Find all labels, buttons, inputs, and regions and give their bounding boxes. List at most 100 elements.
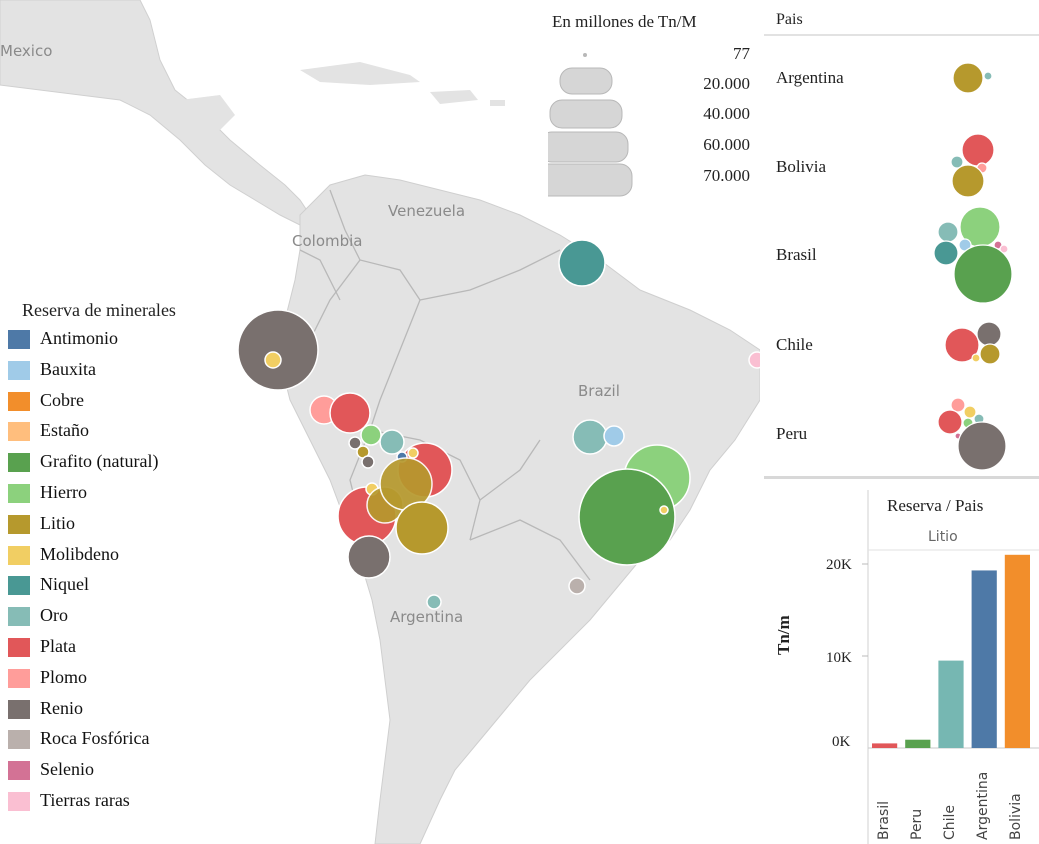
legend-swatch xyxy=(8,545,30,565)
legend-item-roca-fosfórica[interactable]: Roca Fosfórica xyxy=(8,728,233,750)
legend-item-selenio[interactable]: Selenio xyxy=(8,759,233,781)
legend-item-plata[interactable]: Plata xyxy=(8,636,233,658)
size-legend-title: En millones de Tn/M xyxy=(552,12,697,31)
size-legend-shape-20000 xyxy=(559,67,613,95)
legend-item-tierras-raras[interactable]: Tierras raras xyxy=(8,790,233,812)
legend-swatch xyxy=(8,730,30,750)
bar-bolivia[interactable] xyxy=(1004,554,1030,748)
legend-label: Hierro xyxy=(40,482,87,502)
legend-label: Bauxita xyxy=(40,358,96,379)
bubble-molibdeno-peru-north[interactable] xyxy=(264,351,282,369)
legend-item-plomo[interactable]: Plomo xyxy=(8,667,233,689)
bar-chart-ytick-10k: 10K xyxy=(826,650,852,666)
legend-swatch xyxy=(8,638,30,657)
pais-bubble-peru-plata[interactable] xyxy=(937,409,963,435)
legend-item-antimonio[interactable]: Antimonio xyxy=(8,328,233,350)
yucatan xyxy=(180,95,235,130)
pais-bubble-bolivia-oro[interactable] xyxy=(950,155,964,169)
bubble-oro-brazil[interactable] xyxy=(572,419,608,455)
map-label-colombia: Colombia xyxy=(292,232,363,250)
bubble-renio-small-1[interactable] xyxy=(348,436,362,450)
pais-bubble-bolivia-plata[interactable] xyxy=(961,133,995,167)
map-label-mexico: Mexico xyxy=(0,42,53,60)
pais-bubble-brasil-oro[interactable] xyxy=(937,221,959,243)
legend-label: Cobre xyxy=(40,389,84,410)
puerto-rico xyxy=(490,100,505,106)
bubble-plata-peru[interactable] xyxy=(329,392,371,434)
legend-item-cobre[interactable]: Cobre xyxy=(8,390,233,412)
map-label-argentina: Argentina xyxy=(390,608,464,626)
bubble-litio-argentina[interactable] xyxy=(395,501,449,555)
legend-swatch xyxy=(8,422,30,442)
pais-label-bolivia: Bolivia xyxy=(776,157,827,176)
bubble-renio-chile[interactable] xyxy=(347,535,391,579)
bar-chart-xlabel-chile: Chile xyxy=(942,804,958,840)
size-legend-value-77: 77 xyxy=(733,44,750,63)
legend-swatch xyxy=(8,391,30,411)
mineral-legend: Reserva de minerales Antimonio Bauxita Cob… xyxy=(0,296,235,816)
legend-item-molibdeno[interactable]: Molibdeno xyxy=(8,544,233,566)
pais-bubble-peru-renio[interactable] xyxy=(957,421,1007,471)
legend-item-estaño[interactable]: Estaño xyxy=(8,420,233,442)
legend-item-oro[interactable]: Oro xyxy=(8,605,233,627)
legend-item-hierro[interactable]: Hierro xyxy=(8,482,233,504)
legend-label: Roca Fosfórica xyxy=(40,728,150,749)
bubble-molibdeno-bolivia[interactable] xyxy=(407,447,419,459)
bar-chart-xlabel-brasil: Brasil xyxy=(875,800,892,840)
pais-bubble-argentina-oro[interactable] xyxy=(983,71,993,81)
bubble-molibdeno-brazil[interactable] xyxy=(659,505,669,515)
legend-swatch xyxy=(8,699,30,719)
size-legend-value-40000: 40.000 xyxy=(703,104,750,123)
legend-swatch xyxy=(8,330,30,349)
legend-swatch xyxy=(8,607,30,627)
bubble-renio-small-2[interactable] xyxy=(361,455,375,469)
legend-item-grafito-natural[interactable]: Grafito (natural) xyxy=(8,451,233,473)
mineral-map[interactable]: Mexico Venezuela Colombia Brazil Argenti… xyxy=(0,0,760,844)
bubble-bauxita-brazil[interactable] xyxy=(603,425,625,447)
legend-item-niquel[interactable]: Niquel xyxy=(8,574,233,596)
bar-argentina[interactable] xyxy=(971,570,997,748)
bubble-tierras-raras-brazil-east[interactable] xyxy=(748,351,760,369)
bubble-niquel-brazil-north[interactable] xyxy=(558,239,606,287)
bubble-oro-argentina[interactable] xyxy=(426,594,442,610)
legend-label: Tierras raras xyxy=(40,790,130,810)
legend-item-bauxita[interactable]: Bauxita xyxy=(8,359,233,381)
size-legend-shape-70000 xyxy=(548,163,633,197)
size-legend-shapes xyxy=(548,53,633,197)
size-legend-value-60000: 60.000 xyxy=(703,135,750,154)
pais-panel: Pais Argentina Bolivia Brasil Chile Peru xyxy=(764,0,1039,478)
pais-bubble-chile-plata[interactable] xyxy=(944,327,980,363)
bar-peru[interactable] xyxy=(905,739,931,748)
pais-bubble-chile-litio[interactable] xyxy=(979,343,1001,365)
pais-bubble-bolivia-litio[interactable] xyxy=(951,164,985,198)
legend-label: Estaño xyxy=(40,420,89,441)
pais-bubble-chile-renio[interactable] xyxy=(976,321,1002,347)
pais-label-argentina: Argentina xyxy=(776,68,844,87)
pais-bubble-brasil-grafito[interactable] xyxy=(953,244,1013,304)
bar-brasil[interactable] xyxy=(872,743,898,748)
bar-chile[interactable] xyxy=(938,660,964,748)
pais-bubble-argentina-litio[interactable] xyxy=(952,62,984,94)
bubble-oro-peru[interactable] xyxy=(379,429,405,455)
pais-bubbles xyxy=(933,62,1013,471)
bubble-grafito-brazil[interactable] xyxy=(578,468,676,566)
legend-label: Plomo xyxy=(40,666,88,687)
bubble-renio-peru-north[interactable] xyxy=(237,309,319,391)
legend-label: Molibdeno xyxy=(40,543,119,564)
legend-swatch xyxy=(8,792,30,811)
size-legend-value-70000: 70.000 xyxy=(703,166,750,185)
bubble-hierro-peru[interactable] xyxy=(360,424,382,446)
pais-bubble-brasil-tierras-raras[interactable] xyxy=(999,244,1009,254)
size-legend-shape-60000 xyxy=(548,131,629,163)
legend-item-litio[interactable]: Litio xyxy=(8,513,233,535)
pais-label-brasil: Brasil xyxy=(776,245,817,264)
bar-chart-panel: Reserva / Pais Litio Tn/m 20K 10K 0K Bra… xyxy=(764,480,1039,844)
pais-bubble-brasil-niquel[interactable] xyxy=(933,240,959,266)
pais-panel-header: Pais xyxy=(776,11,803,28)
pais-bubble-chile-molibdeno[interactable] xyxy=(971,353,981,363)
pais-bubble-peru-plomo[interactable] xyxy=(950,397,966,413)
legend-item-renio[interactable]: Renio xyxy=(8,698,233,720)
legend-swatch xyxy=(8,514,30,534)
bubble-roca-fosforica-brazil[interactable] xyxy=(568,577,586,595)
legend-label: Plata xyxy=(40,636,76,656)
